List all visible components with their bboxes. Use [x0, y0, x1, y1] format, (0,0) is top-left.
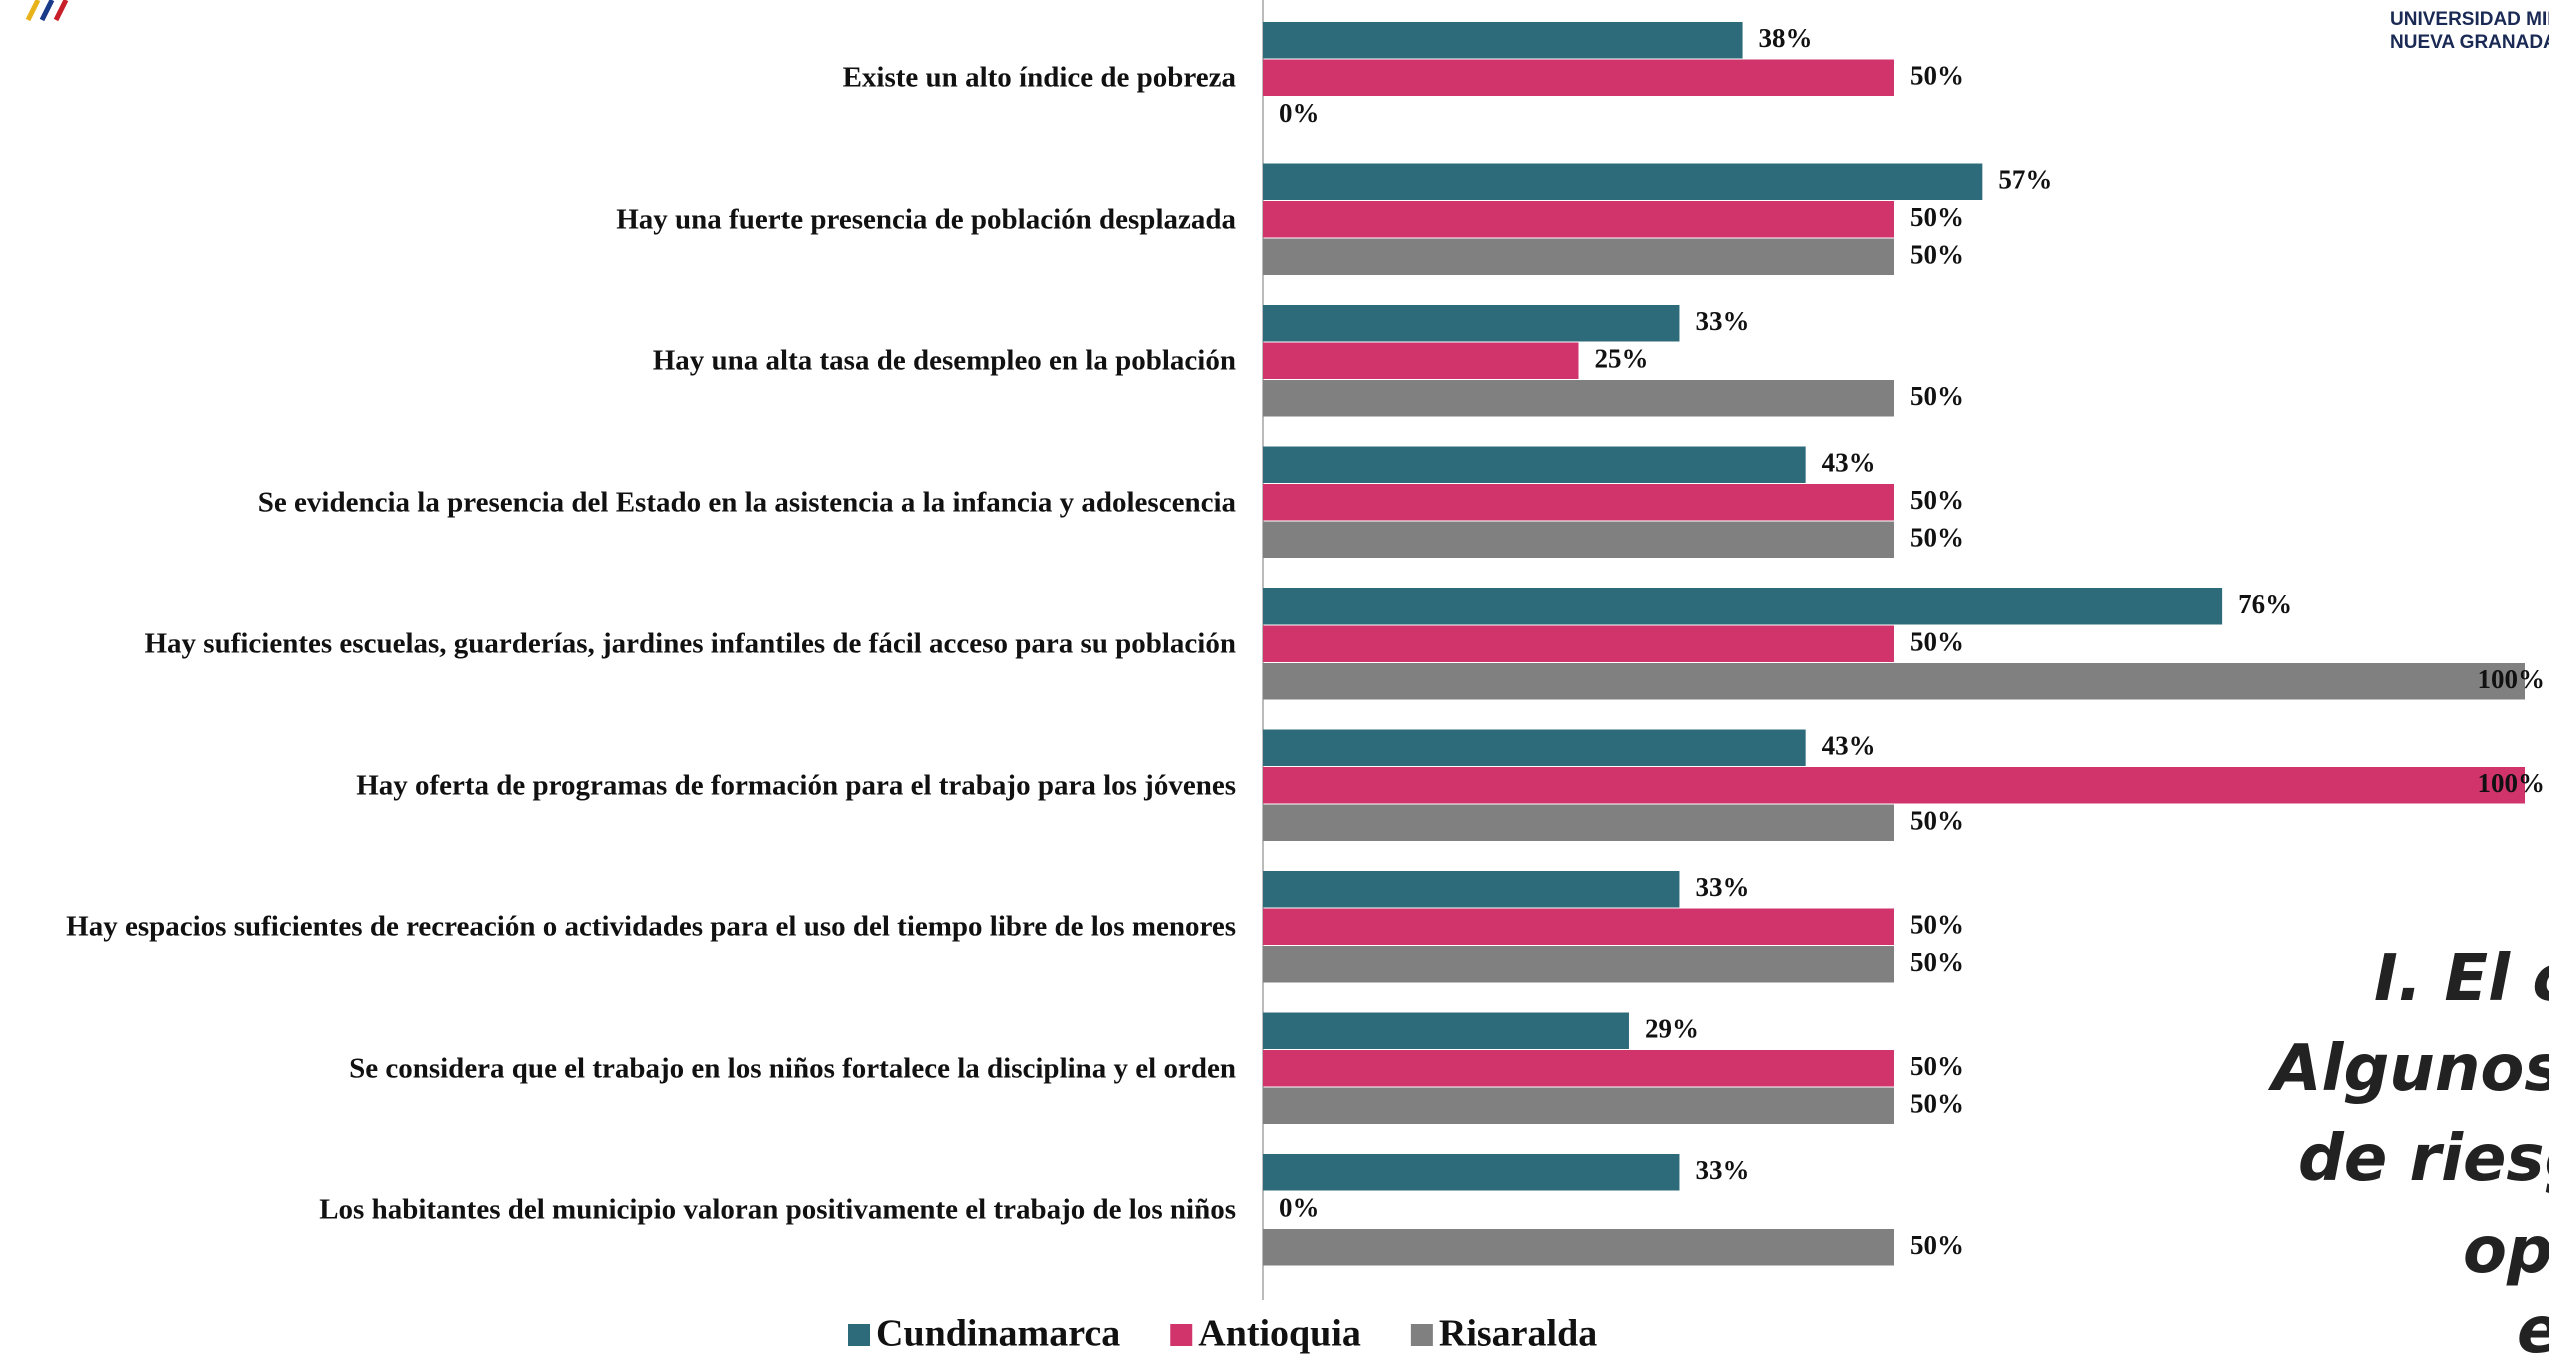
value-label: 76%: [2238, 589, 2292, 619]
bar: [1263, 163, 1983, 200]
bar: [1263, 946, 1894, 983]
value-label: 50%: [1910, 60, 1964, 90]
bar: [1263, 238, 1894, 275]
category-label: Hay una fuerte presencia de población de…: [616, 203, 1236, 236]
legend-swatch: [1410, 1324, 1433, 1346]
category-label: Hay una alta tasa de desempleo en la pob…: [652, 344, 1236, 377]
bar: [1263, 59, 1894, 96]
value-label: 33%: [1695, 872, 1749, 902]
bar: [1263, 588, 2223, 625]
legend-swatch: [1170, 1324, 1193, 1346]
value-label: 50%: [1910, 805, 1964, 835]
value-label: 0%: [1279, 1192, 1320, 1222]
legend-label: Antioquia: [1198, 1313, 1361, 1354]
category-label: Los habitantes del municipio valoran pos…: [319, 1193, 1236, 1226]
bar: [1263, 201, 1894, 238]
value-label: 29%: [1645, 1013, 1699, 1043]
bar: [1263, 446, 1806, 483]
legend-label: Cundinamarca: [876, 1313, 1120, 1354]
bar: [1263, 521, 1894, 558]
value-label: 50%: [1910, 1051, 1964, 1081]
logo-line: NUEVA GRANADA: [2390, 32, 2549, 53]
value-label: 50%: [1910, 1088, 1964, 1118]
side-text: op: [2463, 1214, 2549, 1288]
value-label: 50%: [1910, 202, 1964, 232]
bar: [1263, 1154, 1680, 1191]
value-label: 50%: [1910, 909, 1964, 939]
category-label: Se evidencia la presencia del Estado en …: [257, 486, 1236, 519]
value-label: 33%: [1695, 306, 1749, 336]
bar: [1263, 1087, 1894, 1124]
value-label: 50%: [1910, 1230, 1964, 1260]
bar: [1263, 1050, 1894, 1087]
bar: [1263, 380, 1894, 417]
bar: [1263, 663, 2525, 700]
value-label: 57%: [1998, 164, 2052, 194]
value-label: 43%: [1822, 447, 1876, 477]
category-label: Hay oferta de programas de formación par…: [356, 769, 1236, 802]
legend-swatch: [848, 1324, 870, 1346]
category-label: Existe un alto índice de pobreza: [842, 61, 1236, 94]
legend-label: Risaralda: [1439, 1313, 1597, 1354]
value-label: 50%: [1910, 522, 1964, 552]
corner-logo: [25, 0, 69, 22]
side-text: I. El co: [2374, 942, 2549, 1016]
bar: [1263, 484, 1894, 521]
value-label: 50%: [1910, 947, 1964, 977]
value-label: 100%: [2478, 664, 2546, 694]
value-label: 25%: [1595, 343, 1649, 373]
bar: [1263, 625, 1894, 662]
bar: [1263, 342, 1579, 379]
side-text: de riesgo: [2298, 1122, 2549, 1196]
category-label: Se considera que el trabajo en los niños…: [349, 1052, 1236, 1085]
bar: [1263, 908, 1894, 945]
category-label: Hay suficientes escuelas, guarderías, ja…: [144, 627, 1237, 660]
value-label: 38%: [1759, 23, 1813, 53]
value-label: 50%: [1910, 239, 1964, 269]
category-label: Hay espacios suficientes de recreación o…: [66, 910, 1236, 943]
bar: [1263, 22, 1743, 59]
value-label: 100%: [2478, 768, 2546, 798]
value-label: 0%: [1279, 98, 1320, 128]
bar: [1263, 871, 1680, 908]
value-label: 50%: [1910, 626, 1964, 656]
bar: [1263, 1229, 1894, 1266]
logo-line: UNIVERSIDAD MILITA: [2390, 9, 2549, 30]
bar: [1263, 804, 1894, 841]
bar: [1263, 729, 1806, 766]
value-label: 50%: [1910, 381, 1964, 411]
side-text: Algunos f: [2267, 1032, 2549, 1106]
value-label: 43%: [1822, 730, 1876, 760]
side-text: e: [2517, 1294, 2549, 1354]
value-label: 50%: [1910, 485, 1964, 515]
bar: [1263, 1012, 1629, 1049]
bar: [1263, 305, 1680, 342]
value-label: 33%: [1695, 1155, 1749, 1185]
bar: [1263, 767, 2525, 804]
